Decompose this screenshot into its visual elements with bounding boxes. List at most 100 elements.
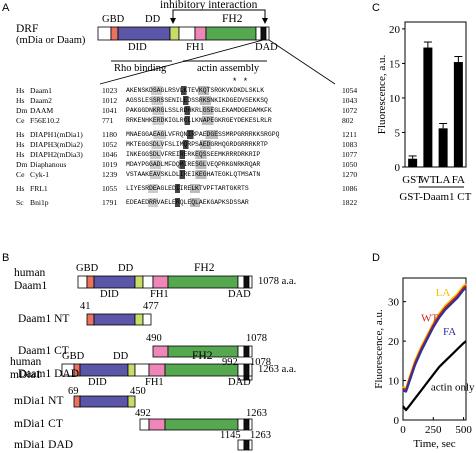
gbd-label-a: GBD bbox=[102, 14, 125, 25]
y-tick-label-d: 10 bbox=[388, 376, 400, 388]
inhibitory-interaction-line bbox=[172, 9, 266, 22]
mdia1-did-label: DID bbox=[88, 377, 107, 388]
alignment-seq: AGSSLESSRSSENILEDSSRKSNKIKDGEDVSEKKSQ bbox=[126, 96, 268, 106]
bar-wt bbox=[423, 47, 433, 167]
alignment-species: Hs bbox=[16, 96, 25, 105]
human-daam1-label-1: human bbox=[14, 267, 46, 279]
drf-label: DRF bbox=[16, 23, 39, 35]
mdia1-gbd-label: GBD bbox=[62, 351, 85, 362]
alignment-seq: EDEAEDRRVAELERQLEQLAEKGAPKSDSSAR bbox=[126, 198, 249, 208]
mdia1-nt-start: 69 bbox=[68, 386, 79, 397]
mdia1-fh2-label: FH2 bbox=[192, 350, 213, 362]
did-label-a: DID bbox=[128, 42, 147, 53]
alignment-name: Diaphanous bbox=[30, 160, 67, 169]
y-tick-label-d: 20 bbox=[388, 336, 400, 348]
alignment-seq: VSTAAKEAVSKLDLIREIKEGHATEGKLQTMSATN bbox=[126, 170, 261, 180]
series-label: WT bbox=[421, 312, 438, 324]
dad-label-a: DAD bbox=[255, 42, 278, 53]
bar-fa bbox=[453, 62, 463, 167]
panel-label-a: A bbox=[2, 2, 10, 14]
y-axis-label-d: Fluorescence, a.u. bbox=[373, 309, 385, 389]
rho-binding-label: Rho binding bbox=[114, 63, 167, 74]
daam1-nt-end: 477 bbox=[143, 301, 159, 312]
alignment-name: DIAPH2(mDia3) bbox=[30, 150, 83, 159]
arrow-head-right bbox=[262, 18, 268, 24]
zoom-line-right bbox=[268, 39, 336, 85]
daam1-ct-label: Daam1 CT bbox=[18, 345, 69, 357]
alignment-end: 802 bbox=[342, 116, 354, 125]
alignment-start: 1052 bbox=[102, 140, 118, 149]
daam1-ct-bar bbox=[152, 345, 253, 358]
alignment-species: Ce bbox=[16, 116, 25, 125]
y-tick-label-d: 30 bbox=[388, 297, 400, 309]
alignment-end: 1270 bbox=[342, 170, 358, 179]
alignment-name: Cyk-1 bbox=[30, 170, 49, 179]
daam1-fh2-label: FH2 bbox=[194, 262, 215, 274]
series-label: FA bbox=[443, 326, 456, 338]
alignment-end: 1077 bbox=[342, 150, 358, 159]
x-axis-label-d: Time, sec bbox=[413, 438, 455, 450]
alignment-start: 1180 bbox=[102, 130, 117, 139]
alignment-species: Ce bbox=[16, 170, 25, 179]
alignment-seq: LIYESRDEAGLEDIIRELKTVPFTARTGKRTS bbox=[126, 184, 249, 194]
series-label: actin only bbox=[431, 381, 475, 393]
mdia1-nt-end: 450 bbox=[130, 386, 146, 397]
alignment-start: 1791 bbox=[102, 198, 118, 207]
inhibitory-interaction-label: inhibitory interaction bbox=[160, 0, 258, 11]
bar-gst bbox=[408, 158, 418, 167]
x-tick-label-d: 500 bbox=[455, 424, 472, 436]
x-tick-label-c: WT bbox=[419, 174, 436, 186]
alignment-end: 1086 bbox=[342, 184, 358, 193]
daam1-did-label: DID bbox=[100, 289, 119, 300]
alignment-seq: AKENSKDSAGLRSVLKTEVKQTSRGKVKDKDLSKLK bbox=[126, 86, 265, 96]
y-tick-label-c: 5 bbox=[395, 127, 401, 139]
alignment-seq: PAKGGDNKRGLSSLRDHKRLGSEGLEKAMDGEDAMKFK bbox=[126, 106, 272, 116]
alignment-start: 1012 bbox=[102, 96, 118, 105]
y-axis-label-c: Fluorescence, a.u. bbox=[376, 55, 388, 135]
alignment-end: 1822 bbox=[342, 198, 358, 207]
group-label-c: GST-Daam1 CT bbox=[399, 191, 471, 203]
alignment-seq: INKEGGSDLVFREIRERKEQSSEEMKRRRDRKRIP bbox=[126, 150, 261, 160]
daam1-nt-start: 41 bbox=[80, 301, 91, 312]
mdia1-fh1-label: FH1 bbox=[145, 377, 164, 388]
mdia1-nt-label: mDia1 NT bbox=[14, 395, 64, 407]
fh1-label-a: FH1 bbox=[186, 42, 205, 53]
alignment-seq: MKTEGGSDLVFSLIMQRPSAEDGRHQGRDGRRRKRTP bbox=[126, 140, 268, 150]
mdia1-dad-end: 1263 bbox=[250, 430, 271, 441]
daam1-length: 1078 a.a. bbox=[258, 276, 297, 287]
daam1-dad-end: 1078 bbox=[250, 357, 271, 368]
panel-label-d: D bbox=[372, 252, 380, 264]
y-tick-label-c: 15 bbox=[389, 58, 401, 70]
daam1-ct-end: 1078 bbox=[246, 333, 267, 344]
alignment-name: FRL1 bbox=[30, 184, 48, 193]
panel-label-b: B bbox=[2, 252, 10, 264]
alignment-name: F56E10.2 bbox=[30, 116, 60, 125]
daam1-dad-domain-label: DAD bbox=[228, 289, 251, 300]
alignment-species: Hs bbox=[16, 86, 25, 95]
y-tick-label-c: 10 bbox=[389, 93, 401, 105]
daam1-nt-bar bbox=[86, 313, 152, 326]
alignment-name: DAAM bbox=[30, 106, 54, 115]
alignment-name: DIAPH1(mDia1) bbox=[30, 130, 83, 139]
mdia1-dad-label: mDia1 DAD bbox=[14, 439, 74, 451]
x-tick-label-c: GST bbox=[402, 174, 423, 186]
alignment-start: 1239 bbox=[102, 170, 118, 179]
alignment-start: 1055 bbox=[102, 184, 118, 193]
daam1-gbd-label: GBD bbox=[76, 263, 99, 274]
mdia1-ct-bar bbox=[139, 418, 253, 431]
daam1-fh1-label: FH1 bbox=[150, 289, 169, 300]
alignment-species: Hs bbox=[16, 140, 25, 149]
human-mdia1-label-1: human bbox=[10, 356, 42, 368]
alignment-species: Hs bbox=[16, 184, 25, 193]
alignment-start: 1046 bbox=[102, 150, 118, 159]
alignment-start: 1019 bbox=[102, 160, 118, 169]
panel-label-c: C bbox=[372, 2, 380, 14]
alignment-name: Daam1 bbox=[30, 86, 52, 95]
alignment-start: 1041 bbox=[102, 106, 118, 115]
actin-assembly-label: actin assembly bbox=[197, 63, 260, 74]
x-tick-label-d: 250 bbox=[425, 424, 442, 436]
alignment-name: Bni1p bbox=[30, 198, 49, 207]
alignment-name: DIAPH3(mDia2) bbox=[30, 140, 83, 149]
conserved-stars: * * bbox=[232, 77, 249, 87]
